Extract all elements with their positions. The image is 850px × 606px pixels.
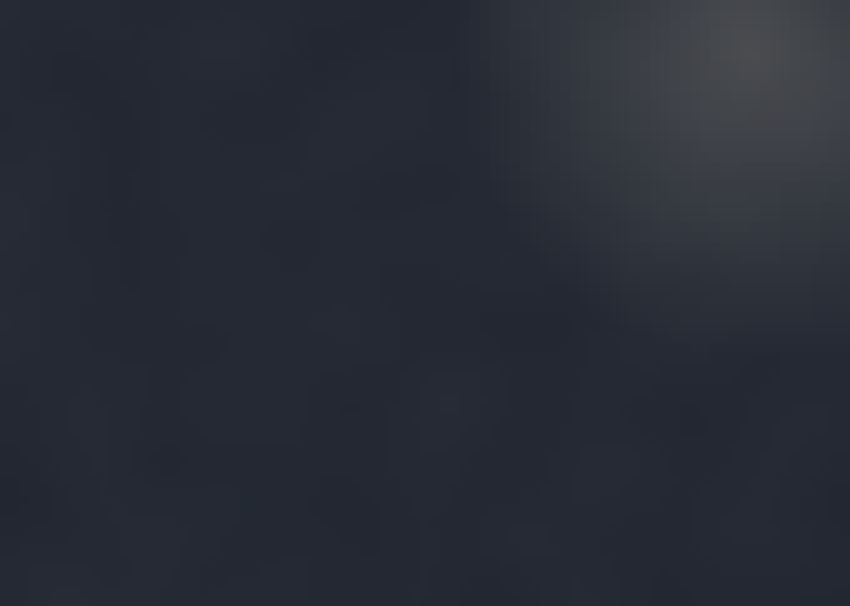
Text: Loan Processing Manager: Loan Processing Manager bbox=[26, 79, 256, 97]
Text: 21,200 SAR: 21,200 SAR bbox=[478, 124, 593, 142]
Text: Average Monthly Salary: Average Monthly Salary bbox=[838, 275, 848, 391]
Text: Salary Comparison By Education: Salary Comparison By Education bbox=[26, 18, 582, 47]
Polygon shape bbox=[302, 298, 317, 545]
Text: salary: salary bbox=[625, 15, 667, 28]
Polygon shape bbox=[472, 158, 615, 175]
Polygon shape bbox=[174, 298, 317, 315]
Text: Saudi Arabia: Saudi Arabia bbox=[26, 127, 140, 145]
Bar bbox=[472, 175, 599, 545]
Polygon shape bbox=[599, 158, 615, 545]
Text: 13,200 SAR: 13,200 SAR bbox=[172, 264, 287, 282]
Text: +60%: +60% bbox=[333, 150, 432, 179]
Text: Bachelor's Degree: Bachelor's Degree bbox=[152, 576, 324, 594]
Bar bbox=[714, 30, 816, 97]
Text: .com: .com bbox=[733, 15, 767, 28]
Text: Master's Degree: Master's Degree bbox=[458, 576, 613, 594]
Bar bbox=[174, 315, 302, 545]
Text: الله أكبر: الله أكبر bbox=[751, 50, 779, 58]
Text: explorer: explorer bbox=[676, 15, 734, 28]
